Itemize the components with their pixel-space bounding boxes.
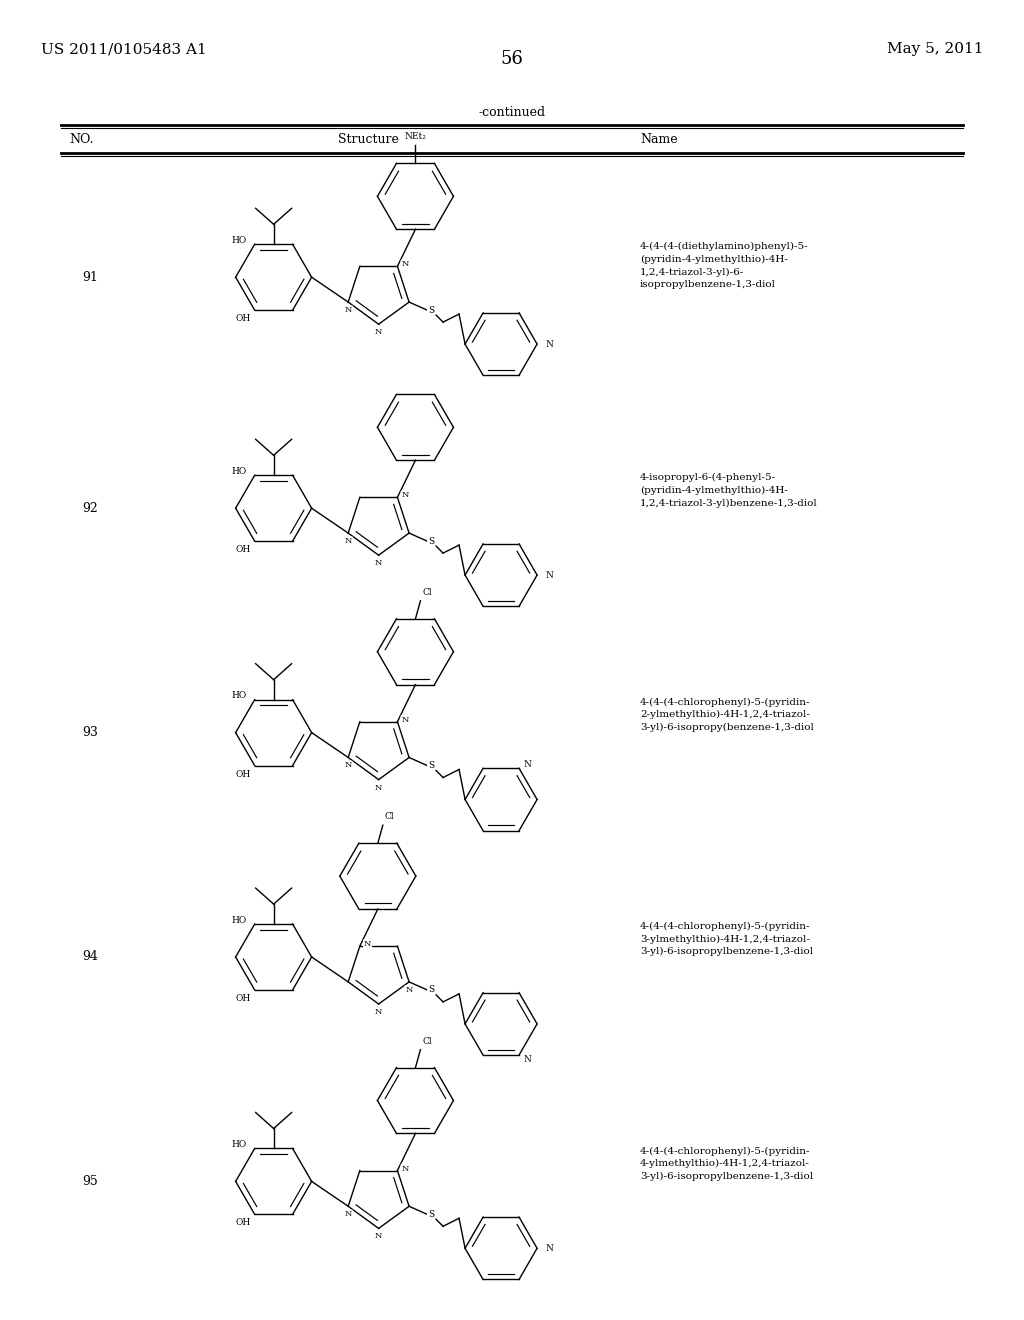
- Text: OH: OH: [236, 994, 251, 1003]
- Text: N: N: [523, 760, 531, 768]
- Text: NEt₂: NEt₂: [404, 132, 426, 141]
- Text: N: N: [401, 491, 409, 499]
- Text: S: S: [428, 537, 434, 545]
- Text: OH: OH: [236, 314, 251, 323]
- Text: N: N: [545, 1243, 553, 1253]
- Text: NO.: NO.: [70, 133, 94, 145]
- Text: N: N: [375, 784, 382, 792]
- Text: 4-(4-(4-chlorophenyl)-5-(pyridin-
3-ylmethylthio)-4H-1,2,4-triazol-
3-yl)-6-isop: 4-(4-(4-chlorophenyl)-5-(pyridin- 3-ylme…: [640, 921, 813, 957]
- Text: OH: OH: [236, 545, 251, 554]
- Text: 95: 95: [82, 1175, 97, 1188]
- Text: N: N: [523, 1055, 531, 1064]
- Text: N: N: [406, 986, 413, 994]
- Text: 4-(4-(4-(diethylamino)phenyl)-5-
(pyridin-4-ylmethylthio)-4H-
1,2,4-triazol-3-yl: 4-(4-(4-(diethylamino)phenyl)-5- (pyridi…: [640, 242, 809, 289]
- Text: N: N: [545, 570, 553, 579]
- Text: N: N: [545, 339, 553, 348]
- Text: S: S: [428, 306, 434, 314]
- Text: Cl: Cl: [423, 587, 432, 597]
- Text: N: N: [364, 940, 372, 948]
- Text: OH: OH: [236, 1218, 251, 1228]
- Text: N: N: [344, 306, 352, 314]
- Text: HO: HO: [231, 916, 247, 924]
- Text: N: N: [375, 1233, 382, 1241]
- Text: Name: Name: [640, 133, 678, 145]
- Text: N: N: [344, 1210, 352, 1218]
- Text: N: N: [401, 1164, 409, 1172]
- Text: N: N: [401, 260, 409, 268]
- Text: HO: HO: [231, 692, 247, 700]
- Text: 91: 91: [82, 271, 98, 284]
- Text: 93: 93: [82, 726, 98, 739]
- Text: N: N: [375, 560, 382, 568]
- Text: OH: OH: [236, 770, 251, 779]
- Text: 56: 56: [501, 50, 523, 69]
- Text: S: S: [428, 986, 434, 994]
- Text: N: N: [401, 715, 409, 723]
- Text: 4-(4-(4-chlorophenyl)-5-(pyridin-
2-ylmethylthio)-4H-1,2,4-triazol-
3-yl)-6-isop: 4-(4-(4-chlorophenyl)-5-(pyridin- 2-ylme…: [640, 697, 814, 733]
- Text: Cl: Cl: [423, 1036, 432, 1045]
- Text: May 5, 2011: May 5, 2011: [887, 42, 983, 57]
- Text: N: N: [344, 762, 352, 770]
- Text: Cl: Cl: [385, 812, 394, 821]
- Text: N: N: [344, 537, 352, 545]
- Text: HO: HO: [231, 467, 247, 475]
- Text: 92: 92: [82, 502, 97, 515]
- Text: -continued: -continued: [478, 106, 546, 119]
- Text: 4-isopropyl-6-(4-phenyl-5-
(pyridin-4-ylmethylthio)-4H-
1,2,4-triazol-3-yl)benze: 4-isopropyl-6-(4-phenyl-5- (pyridin-4-yl…: [640, 473, 818, 508]
- Text: S: S: [428, 762, 434, 770]
- Text: N: N: [375, 1008, 382, 1016]
- Text: Structure: Structure: [338, 133, 399, 145]
- Text: S: S: [428, 1210, 434, 1218]
- Text: N: N: [375, 329, 382, 337]
- Text: 4-(4-(4-chlorophenyl)-5-(pyridin-
4-ylmethylthio)-4H-1,2,4-triazol-
3-yl)-6-isop: 4-(4-(4-chlorophenyl)-5-(pyridin- 4-ylme…: [640, 1146, 813, 1181]
- Text: HO: HO: [231, 236, 247, 244]
- Text: US 2011/0105483 A1: US 2011/0105483 A1: [41, 42, 207, 57]
- Text: HO: HO: [231, 1140, 247, 1148]
- Text: 94: 94: [82, 950, 98, 964]
